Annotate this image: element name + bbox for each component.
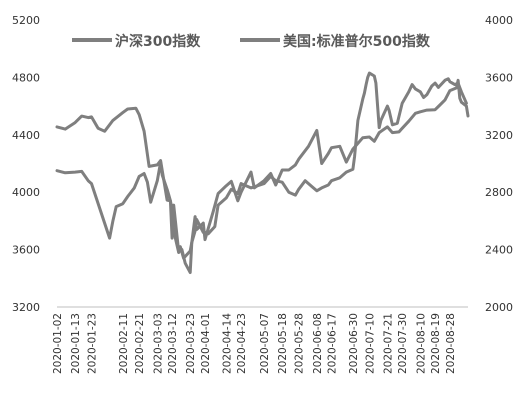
y-left-tick-label: 4400 bbox=[12, 129, 40, 142]
x-tick-label: 2020-06-08 bbox=[312, 313, 324, 374]
x-tick-label: 2020-03-03 bbox=[152, 313, 164, 374]
y-left-tick-label: 3600 bbox=[12, 244, 40, 257]
y-left-tick-label: 4800 bbox=[12, 71, 40, 84]
x-tick-label: 2020-03-12 bbox=[167, 313, 179, 374]
x-tick-label: 2020-05-18 bbox=[277, 313, 289, 374]
chart-legend: 沪深300指数 美国:标准普尔500指数 bbox=[72, 33, 431, 50]
y-right-tick-label: 2800 bbox=[485, 186, 513, 199]
x-tick-label: 2020-04-14 bbox=[221, 313, 233, 374]
x-tick-label: 2020-08-19 bbox=[430, 313, 442, 374]
x-tick-label: 2020-01-13 bbox=[70, 313, 82, 374]
x-tick-label: 2020-06-17 bbox=[327, 313, 339, 374]
x-tick-label: 2020-08-10 bbox=[415, 313, 427, 374]
x-tick-label: 2020-01-02 bbox=[52, 313, 64, 374]
series-line-sp500 bbox=[55, 78, 470, 275]
x-tick-label: 2020-01-23 bbox=[87, 313, 99, 374]
x-tick-label: 2020-07-10 bbox=[364, 313, 376, 374]
x-tick-label: 2020-08-28 bbox=[445, 313, 457, 374]
x-tick-label: 2020-02-21 bbox=[134, 313, 146, 374]
y-right-tick-label: 4000 bbox=[485, 14, 513, 27]
y-right-tick-label: 2400 bbox=[485, 244, 513, 257]
x-tick-label: 2020-07-30 bbox=[397, 313, 409, 374]
legend-label-sp500: 美国:标准普尔500指数 bbox=[283, 33, 431, 50]
x-tick-label: 2020-03-23 bbox=[185, 313, 197, 374]
y-right-tick-label: 3200 bbox=[485, 129, 513, 142]
y-right-tick-label: 3600 bbox=[485, 71, 513, 84]
x-tick-label: 2020-06-30 bbox=[348, 313, 360, 374]
y-right-tick-label: 2000 bbox=[485, 301, 513, 314]
x-tick-label: 2020-04-23 bbox=[236, 313, 248, 374]
y-left-tick-label: 5200 bbox=[12, 14, 40, 27]
legend-label-csi300: 沪深300指数 bbox=[115, 33, 201, 50]
y-axis-left: 5200 4800 4400 4000 3600 3200 bbox=[12, 14, 40, 314]
x-tick-label: 2020-02-11 bbox=[118, 313, 130, 374]
y-left-tick-label: 3200 bbox=[12, 301, 40, 314]
x-tick-label: 2020-05-28 bbox=[294, 313, 306, 374]
y-axis-right: 4000 3600 3200 2800 2400 2000 bbox=[485, 14, 513, 314]
x-axis: 2020-01-02 2020-01-13 2020-01-23 2020-02-11… bbox=[52, 306, 468, 374]
series-layer bbox=[55, 71, 470, 275]
x-tick-label: 2020-05-07 bbox=[259, 313, 271, 374]
y-left-tick-label: 4000 bbox=[12, 186, 40, 199]
x-tick-label: 2020-07-21 bbox=[382, 313, 394, 374]
series-line-csi300 bbox=[55, 71, 468, 260]
x-tick-label: 2020-04-01 bbox=[200, 313, 212, 374]
